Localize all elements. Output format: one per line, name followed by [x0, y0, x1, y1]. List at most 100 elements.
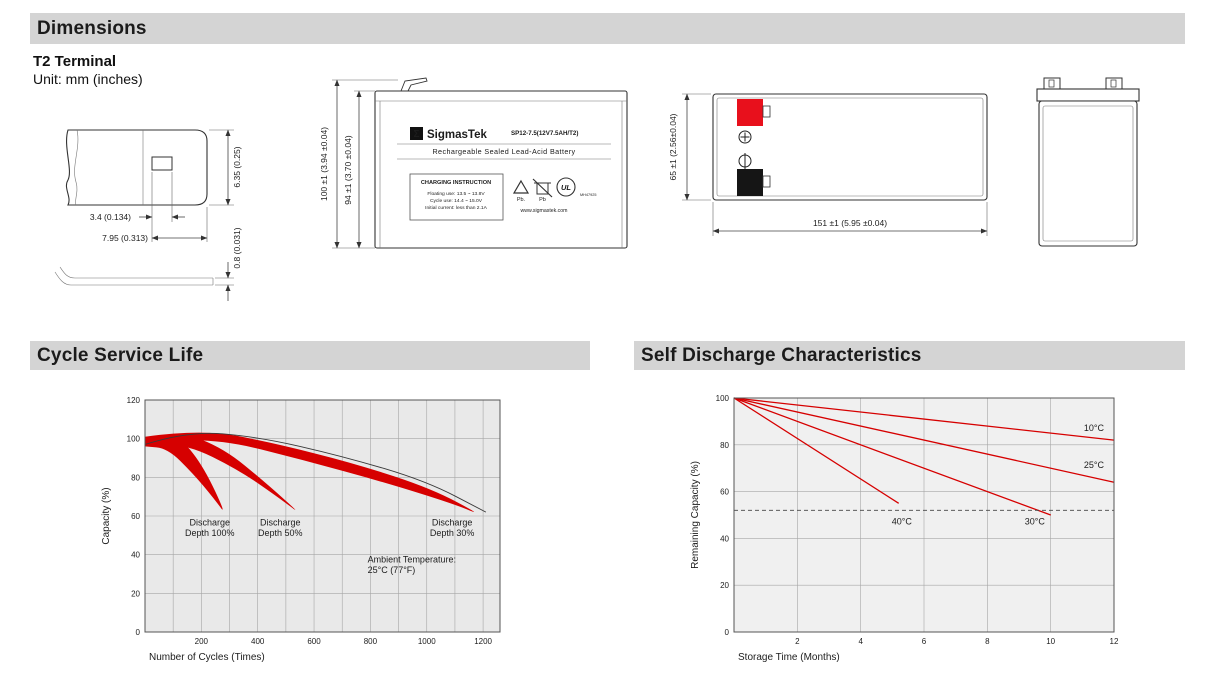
end-lid — [1036, 88, 1140, 102]
dim-height-label: 65 ±1 (2.56±0.04) — [668, 113, 678, 180]
svg-text:Depth 30%: Depth 30% — [430, 528, 475, 538]
svg-text:80: 80 — [720, 441, 729, 450]
brand-logo-icon — [410, 127, 423, 140]
terminal-type-label: T2 Terminal — [33, 53, 117, 70]
charging-instruction-title: CHARGING INSTRUCTION — [421, 180, 491, 186]
svg-text:20: 20 — [720, 581, 729, 590]
unit-note: Unit: mm (inches) — [33, 71, 143, 87]
svg-text:Discharge: Discharge — [190, 518, 231, 528]
charging-line-3: Initial current: less than 2.1A — [425, 205, 487, 211]
svg-text:0: 0 — [136, 628, 141, 637]
svg-text:40: 40 — [720, 534, 729, 543]
svg-text:10°C: 10°C — [1084, 423, 1105, 433]
svg-text:0: 0 — [725, 628, 730, 637]
svg-text:100: 100 — [716, 394, 730, 403]
y-axis-label: Remaining Capacity (%) — [690, 461, 701, 569]
svg-text:30°C: 30°C — [1025, 516, 1046, 526]
cycle-service-life-header: Cycle Service Life — [30, 341, 590, 370]
positive-terminal — [737, 99, 763, 126]
line-30c — [733, 397, 1051, 516]
brand-sigma-glyph: Σ — [413, 129, 419, 140]
svg-text:100: 100 — [127, 435, 141, 444]
negative-terminal — [737, 169, 763, 196]
side-body — [712, 93, 988, 201]
battery-terminal-tab — [400, 77, 428, 92]
battery-body — [374, 90, 628, 249]
line-40c — [733, 397, 900, 504]
dimensions-section-header: Dimensions — [30, 13, 1185, 44]
x-axis-label: Storage Time (Months) — [738, 652, 840, 663]
line-25c — [733, 397, 1115, 483]
model-number: SP12-7.5(12V7.5AH/T2) — [511, 130, 578, 137]
svg-text:20: 20 — [131, 589, 140, 598]
svg-text:2: 2 — [795, 637, 800, 646]
terminal-detail-drawing: 3.4 (0.134) 7.95 (0.313) 6.35 (0.25) 0.8… — [54, 129, 242, 301]
band-discharge-depth-30 — [145, 432, 475, 512]
svg-text:25°C (77°F): 25°C (77°F) — [368, 565, 416, 575]
svg-text:25°C: 25°C — [1084, 460, 1105, 470]
svg-text:400: 400 — [251, 637, 265, 646]
svg-text:60: 60 — [720, 488, 729, 497]
svg-text:40°C: 40°C — [892, 516, 913, 526]
svg-text:600: 600 — [307, 637, 321, 646]
svg-text:1200: 1200 — [474, 637, 492, 646]
svg-text:80: 80 — [131, 473, 140, 482]
negative-symbol-icon — [738, 153, 752, 169]
ul-icon: UL — [556, 177, 576, 197]
dim-hole-offset-label: 7.95 (0.313) — [102, 233, 148, 243]
terminal-hole — [151, 156, 173, 171]
battery-side-view: 65 ±1 (2.56±0.04) 151 ±1 (5.95 ±0.04) — [668, 93, 988, 236]
svg-text:Depth 100%: Depth 100% — [185, 528, 235, 538]
dim-hole-width-label: 3.4 (0.134) — [90, 212, 131, 222]
recycle-pb-icon: Pb. — [512, 179, 530, 203]
svg-text:4: 4 — [858, 637, 863, 646]
self-discharge-header: Self Discharge Characteristics — [634, 341, 1185, 370]
website-url: www.sigmastek.com — [521, 208, 568, 214]
positive-symbol-icon — [738, 130, 752, 144]
svg-text:12: 12 — [1110, 637, 1119, 646]
dim-tab-width-label: 6.35 (0.25) — [232, 146, 242, 187]
svg-text:8: 8 — [985, 637, 990, 646]
svg-text:60: 60 — [131, 512, 140, 521]
terminal-tab-outline — [65, 129, 208, 206]
line-10c — [733, 397, 1115, 441]
charging-line-1: Floating use: 13.5 ~ 13.8V — [427, 191, 485, 197]
dim-height-total-label: 100 ±1 (3.94 ±0.04) — [319, 127, 329, 201]
svg-text:200: 200 — [195, 637, 209, 646]
envelope-curve — [144, 432, 487, 513]
svg-text:40: 40 — [131, 551, 140, 560]
x-axis-label: Number of Cycles (Times) — [149, 652, 265, 663]
svg-text:Pb.: Pb. — [517, 197, 526, 203]
svg-text:6: 6 — [922, 637, 927, 646]
dim-height-body-label: 94 ±1 (3.70 ±0.04) — [343, 135, 353, 205]
cycle-service-life-title: Cycle Service Life — [37, 344, 204, 366]
band-discharge-depth-50 — [145, 435, 296, 510]
battery-end-view — [1036, 77, 1140, 247]
self-discharge-chart: 2 4 6 8 10 12 0 20 40 60 80 100 10°C 25°C 30°C 40°C Rema… — [690, 394, 1119, 663]
brand-name: SigmasTek — [427, 129, 487, 141]
svg-text:Discharge: Discharge — [260, 518, 301, 528]
svg-text:Discharge: Discharge — [432, 518, 473, 528]
battery-type-label: Rechargeable Sealed Lead-Acid Battery — [432, 147, 575, 156]
svg-text:Pb: Pb — [539, 197, 546, 203]
end-terminal-left — [1043, 77, 1061, 90]
svg-text:Ambient Temperature:: Ambient Temperature: — [368, 554, 456, 564]
charging-instruction-box — [409, 173, 504, 221]
end-body — [1038, 100, 1138, 247]
self-discharge-title: Self Discharge Characteristics — [641, 344, 922, 366]
svg-text:UL: UL — [561, 183, 571, 192]
svg-text:800: 800 — [364, 637, 378, 646]
svg-text:120: 120 — [127, 396, 141, 405]
dimensions-title: Dimensions — [37, 17, 147, 39]
dim-thickness-label: 0.8 (0.031) — [232, 227, 242, 268]
end-terminal-right — [1105, 77, 1123, 90]
ul-file-number: MH47925 — [580, 193, 596, 197]
battery-front-view: Σ SigmasTek SP12-7.5(12V7.5AH/T2) Rechar… — [319, 77, 628, 249]
svg-text:Depth 50%: Depth 50% — [258, 528, 303, 538]
crossed-bin-pb-icon: Pb — [532, 178, 553, 203]
cycle-service-life-chart: 200 400 600 800 1000 1200 0 20 40 60 80 100 120 Disch… — [101, 396, 501, 663]
svg-text:10: 10 — [1046, 637, 1055, 646]
svg-text:1000: 1000 — [418, 637, 436, 646]
dim-length-label: 151 ±1 (5.95 ±0.04) — [813, 218, 887, 228]
